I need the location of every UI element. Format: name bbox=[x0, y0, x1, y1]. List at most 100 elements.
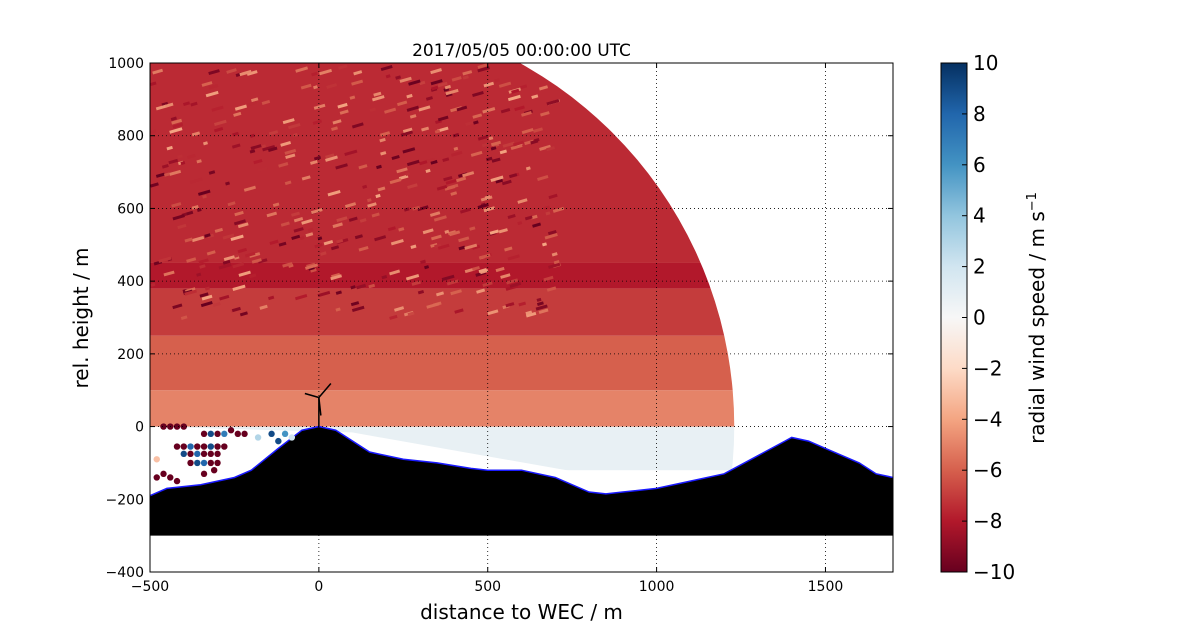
sector-speckle bbox=[218, 263, 232, 270]
sector-speckle bbox=[431, 234, 442, 241]
sector-speckle bbox=[396, 100, 408, 107]
sector-speckle bbox=[488, 136, 494, 141]
sector-speckle bbox=[462, 70, 473, 76]
sector-speckle bbox=[200, 301, 213, 308]
sector-speckle bbox=[506, 278, 519, 285]
sector-speckle bbox=[233, 111, 242, 117]
sector-speckle bbox=[387, 226, 396, 232]
sector-speckle bbox=[389, 314, 398, 320]
sector-speckle bbox=[163, 270, 175, 277]
sector-speckle bbox=[524, 139, 534, 146]
colorbar-tick-label: −8 bbox=[973, 509, 1002, 533]
scatter-point bbox=[153, 474, 160, 481]
sector-speckle bbox=[400, 130, 413, 137]
sector-speckle bbox=[484, 195, 491, 200]
sector-speckle bbox=[278, 162, 289, 168]
colorbar-tick-label: −2 bbox=[973, 356, 1002, 380]
sector-speckle bbox=[454, 282, 466, 288]
scatter-point bbox=[281, 430, 289, 438]
sector-speckle bbox=[442, 157, 450, 162]
sector-speckle bbox=[464, 243, 478, 250]
sector-speckle bbox=[443, 175, 453, 182]
sector-speckle bbox=[445, 88, 459, 96]
sector-speckle bbox=[223, 255, 235, 262]
sector-speckle bbox=[536, 301, 544, 307]
colorbar: 10 8 6 4 2 0 −2 −4 −6 −8 −10 radial wind speed / m… bbox=[940, 51, 1049, 584]
sector-speckle bbox=[454, 308, 464, 314]
sector-speckle bbox=[403, 207, 410, 212]
sector-speckle bbox=[163, 172, 171, 177]
sector-speckle bbox=[282, 262, 293, 268]
sector-speckle bbox=[291, 211, 301, 217]
sector-speckle bbox=[348, 216, 358, 222]
sector-speckle bbox=[429, 211, 441, 217]
sector-speckle bbox=[351, 305, 365, 313]
sector-speckle bbox=[536, 297, 542, 302]
scatter-point bbox=[200, 430, 208, 438]
sector-speckle bbox=[539, 144, 551, 151]
sector-speckle bbox=[319, 68, 333, 76]
sector-speckle bbox=[490, 175, 504, 182]
sector-speckle bbox=[325, 153, 335, 159]
sector-speckle bbox=[170, 116, 177, 121]
sector-speckle bbox=[509, 281, 522, 288]
sector-speckle bbox=[301, 175, 311, 181]
scatter-point bbox=[207, 443, 214, 450]
sector-speckle bbox=[483, 206, 496, 213]
sector-speckle bbox=[312, 119, 322, 125]
sector-layer-2 bbox=[150, 335, 735, 391]
sector-speckle bbox=[204, 233, 211, 238]
sector-speckle bbox=[261, 144, 267, 149]
sector-speckle bbox=[430, 85, 439, 91]
sector-speckle bbox=[201, 294, 213, 301]
sector-speckle bbox=[202, 141, 208, 146]
sector-speckle bbox=[191, 235, 205, 243]
sector-speckle bbox=[226, 68, 237, 74]
sector-speckle bbox=[483, 81, 495, 88]
sector-speckle bbox=[305, 232, 314, 238]
sector-speckle bbox=[430, 159, 438, 165]
sector-speckle bbox=[482, 281, 493, 287]
scatter-point bbox=[200, 450, 208, 458]
sector-speckle bbox=[184, 289, 197, 296]
sector-speckle bbox=[208, 69, 220, 76]
sector-speckle bbox=[250, 97, 259, 103]
sector-speckle bbox=[184, 237, 193, 243]
sector-speckle bbox=[180, 315, 188, 320]
sector-speckle bbox=[214, 227, 223, 233]
sector-speckle bbox=[180, 161, 186, 166]
sector-speckle bbox=[490, 146, 497, 151]
sector-speckle bbox=[213, 119, 227, 127]
sector-speckle bbox=[485, 156, 493, 162]
sector-speckle bbox=[231, 143, 241, 149]
scatter-point bbox=[194, 459, 201, 467]
sector-speckle bbox=[444, 185, 456, 191]
sector-speckle bbox=[377, 186, 386, 192]
scatter-point bbox=[194, 450, 201, 458]
sector-speckle bbox=[285, 153, 296, 160]
sector-speckle bbox=[268, 130, 279, 136]
sector-speckle bbox=[525, 310, 533, 316]
sector-speckle bbox=[473, 120, 479, 125]
sector-speckle bbox=[155, 172, 165, 178]
scatter-point bbox=[234, 430, 242, 438]
y-axis-ticks: −400 −200 0 200 400 600 800 1000 bbox=[106, 56, 893, 581]
sector-speckle bbox=[351, 79, 364, 86]
sector-speckle bbox=[508, 173, 518, 179]
sector-speckle bbox=[232, 131, 239, 137]
sector-speckle bbox=[280, 221, 290, 227]
sector-speckle bbox=[262, 144, 276, 152]
x-tick-label: −500 bbox=[131, 579, 169, 595]
colorbar-label: radial wind speed / m s−1 bbox=[1025, 192, 1049, 444]
sector-speckle bbox=[512, 140, 525, 147]
sector-speckle bbox=[472, 91, 484, 98]
sector-speckle bbox=[395, 75, 402, 80]
scatter-point bbox=[180, 443, 187, 450]
sector-speckle bbox=[482, 107, 496, 114]
sector-speckle bbox=[502, 141, 515, 148]
sector-speckle bbox=[430, 242, 438, 248]
x-tick-label: 500 bbox=[474, 579, 501, 595]
scatter-point bbox=[173, 423, 181, 430]
sector-speckle bbox=[380, 64, 393, 72]
